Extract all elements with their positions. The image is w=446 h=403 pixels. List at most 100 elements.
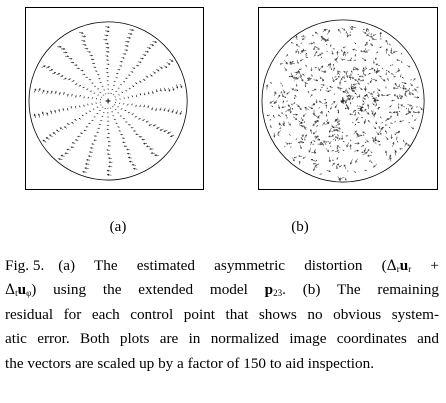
vector-arrow-head [287, 104, 291, 107]
vector-arrow-head [131, 113, 133, 115]
vector-arrow-head [385, 130, 387, 133]
vector-arrow [133, 168, 138, 170]
vector-arrow [329, 128, 332, 133]
vector-arrow [313, 79, 318, 81]
vector-arrow-head [288, 75, 291, 78]
vector-arrow-head [355, 160, 358, 164]
vector-arrow-head [299, 59, 302, 62]
vector-arrow [368, 67, 374, 71]
vector-arrow [310, 129, 312, 134]
vector-arrow-head [408, 122, 410, 124]
vector-arrow-head [349, 34, 352, 36]
vector-arrow-head [101, 115, 103, 117]
vector-arrow-head [127, 40, 130, 43]
vector-arrow-head [293, 156, 296, 159]
vector-arrow-head [319, 53, 322, 56]
vector-arrow [367, 104, 369, 110]
vector-arrow [350, 159, 353, 165]
vector-arrow-head [318, 138, 321, 141]
vector-arrow [372, 140, 377, 145]
vector-arrow-head [117, 72, 119, 75]
vector-arrow-head [393, 94, 397, 97]
vector-arrow-head [416, 96, 420, 99]
vector-arrow-head [69, 78, 71, 80]
vector-arrow-head [142, 142, 146, 145]
vector-arrow-head [304, 85, 307, 88]
vector-arrow-head [383, 79, 386, 82]
vector-arrow-head [77, 135, 80, 138]
vector-arrow-head [371, 33, 373, 35]
vector-arrow [407, 111, 412, 115]
vector-arrow-head [340, 101, 343, 104]
vector-arrow-head [281, 106, 284, 109]
vector-arrow-head [357, 111, 360, 114]
vector-arrow-head [338, 127, 341, 130]
vector-arrow [334, 117, 339, 122]
vector-arrow-head [298, 71, 301, 74]
vector-arrow [393, 111, 398, 113]
vector-arrow-head [367, 148, 370, 152]
vector-arrow [404, 142, 407, 147]
vector-arrow-head [380, 116, 382, 118]
vector-arrow-head [371, 97, 375, 100]
vector-arrow [105, 26, 110, 28]
vector-arrow [365, 110, 370, 115]
vector-arrow-head [357, 82, 360, 86]
vector-arrow-head [348, 87, 350, 89]
vector-arrow [38, 88, 41, 93]
vector-arrow-head [74, 119, 76, 121]
vector-arrow-head [50, 110, 52, 113]
vector-arrow-head [106, 173, 110, 176]
vector-arrow-head [385, 119, 387, 122]
vector-arrow-head [280, 92, 282, 94]
vector-arrow-head [367, 28, 369, 31]
vector-arrow-head [344, 178, 347, 181]
vector-arrow-head [336, 73, 338, 75]
vector-arrow-head [131, 104, 133, 106]
vector-arrow-head [400, 95, 404, 98]
vector-arrow-head [394, 82, 397, 86]
vector-arrow-head [392, 86, 396, 90]
vector-arrow [323, 28, 328, 31]
vector-arrow-head [295, 35, 298, 38]
vector-arrow-head [332, 162, 335, 165]
vector-arrow-head [135, 105, 137, 108]
vector-arrow-head [408, 111, 412, 114]
vector-arrow-head [124, 110, 126, 112]
vector-arrow-head [342, 76, 344, 79]
vector-arrow-head [280, 82, 282, 84]
vector-arrow-head [156, 127, 159, 129]
vector-arrow-head [338, 165, 341, 168]
vector-arrow-head [277, 131, 280, 134]
vector-arrow [278, 104, 280, 109]
vector-arrow-head [106, 116, 109, 118]
vector-arrow-head [328, 142, 331, 145]
vector-arrow-head [283, 124, 285, 127]
vector-arrow-head [274, 91, 276, 93]
vector-arrow [353, 130, 357, 135]
vector-arrow-head [89, 147, 92, 149]
vector-arrow-head [70, 146, 73, 149]
vector-arrow-head [330, 145, 332, 147]
vector-arrow-head [302, 114, 305, 117]
vector-arrow-head [320, 88, 322, 91]
vector-arrow [314, 51, 318, 56]
vector-arrow-head [146, 145, 149, 148]
vector-arrow [345, 73, 349, 78]
vector-arrow-head [107, 46, 110, 49]
vector-arrow-head [106, 42, 109, 45]
vector-arrow-head [314, 151, 317, 154]
vector-arrow-head [363, 58, 367, 62]
vector-arrow [393, 94, 399, 98]
vector-arrow-head [332, 100, 336, 104]
vector-arrow [366, 28, 368, 32]
vector-arrow-head [71, 142, 74, 144]
image-boundary-circle [261, 19, 425, 183]
vector-arrow-head [277, 114, 281, 117]
vector-arrow-head [337, 151, 339, 153]
vector-arrow [386, 93, 391, 96]
vector-arrow-head [345, 31, 347, 33]
vector-arrow [277, 94, 281, 99]
vector-arrow-head [168, 62, 171, 65]
vector-arrow-head [107, 63, 110, 65]
